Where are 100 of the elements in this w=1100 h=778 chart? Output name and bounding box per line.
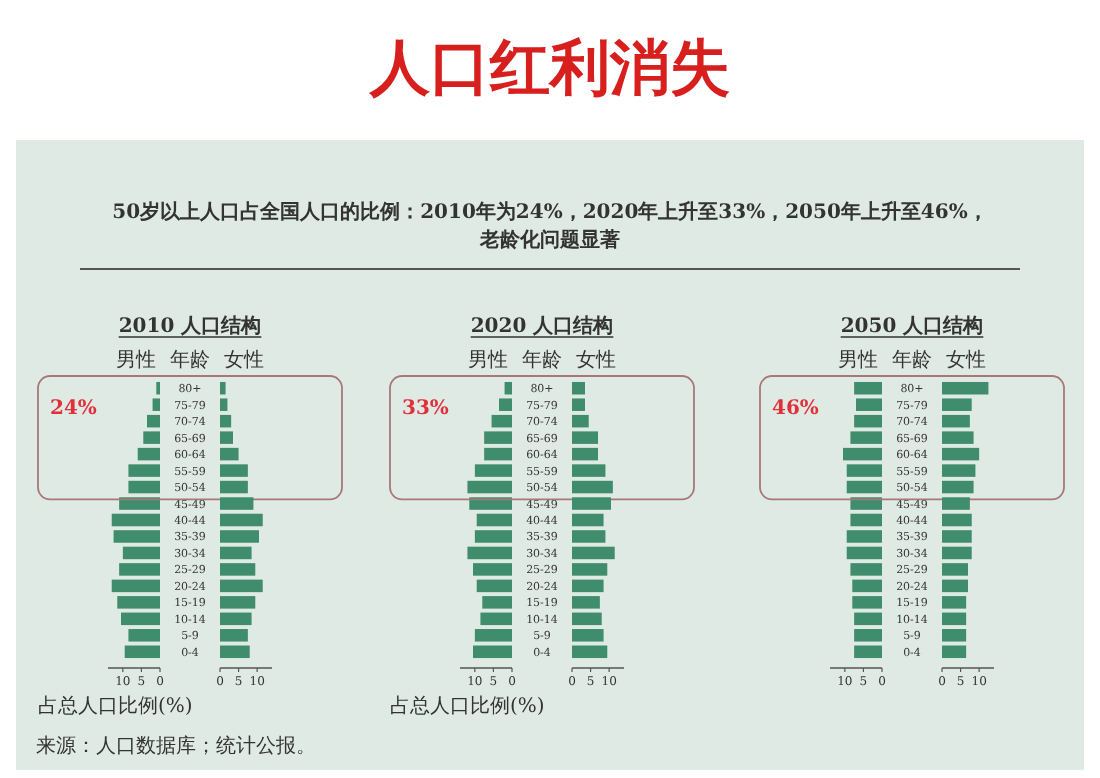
- bar: [572, 414, 589, 428]
- bar: [474, 464, 512, 477]
- bar: [467, 546, 512, 560]
- bar: [572, 480, 613, 494]
- bar: [480, 612, 512, 626]
- bar: [942, 596, 967, 609]
- bar: [152, 398, 160, 411]
- bar: [476, 579, 512, 593]
- bar: [572, 513, 604, 527]
- bar: [846, 480, 882, 494]
- chart-subtitle: 男性: [116, 348, 156, 372]
- bar: [850, 513, 882, 527]
- bar: [220, 629, 248, 642]
- chart-title: 2020 人口结构: [470, 314, 614, 338]
- bar: [942, 612, 967, 626]
- chart-subtitle: 男性: [838, 348, 878, 372]
- y-axis-title: 年龄: [170, 348, 210, 372]
- bar: [124, 645, 160, 659]
- bar: [854, 612, 882, 626]
- bar: [111, 579, 160, 593]
- bar: [117, 596, 160, 609]
- y-axis-title: 年龄: [892, 348, 932, 372]
- bar: [113, 530, 160, 543]
- bar: [128, 629, 160, 642]
- bar: [942, 447, 980, 461]
- bar: [474, 530, 512, 543]
- bar: [128, 464, 160, 477]
- bar: [942, 513, 972, 527]
- text: 50岁以上人口占全国人口的比例：2010年为24%，2020年上升至33%，2050年上升至46%，老龄化问题显著: [110, 200, 990, 256]
- bar: [482, 596, 512, 609]
- bar: [143, 431, 160, 444]
- bar: [484, 447, 512, 461]
- bar: [942, 645, 967, 659]
- y-axis-title: 年龄: [522, 348, 562, 372]
- bar: [484, 431, 512, 444]
- bar: [473, 563, 512, 576]
- bar: [220, 645, 250, 659]
- bar: [220, 596, 256, 609]
- bar: [572, 497, 611, 510]
- bar: [220, 381, 226, 395]
- chart-subtitle: 男性: [468, 348, 508, 372]
- bar: [121, 612, 160, 626]
- bar: [854, 414, 882, 428]
- bar: [128, 480, 160, 494]
- bar: [942, 464, 976, 477]
- bar: [122, 546, 160, 560]
- bar: [942, 563, 968, 576]
- bar: [220, 497, 254, 510]
- chart-subtitle: 女性: [946, 348, 986, 372]
- bar: [220, 480, 248, 494]
- bar: [572, 464, 606, 477]
- bar: [854, 629, 882, 642]
- bar: [852, 579, 882, 593]
- bar: [942, 530, 972, 543]
- text: 46%: [772, 398, 820, 420]
- bar: [572, 431, 598, 444]
- bar: [856, 398, 882, 411]
- chart-subtitle: 女性: [576, 348, 616, 372]
- bar: [220, 414, 232, 428]
- bar: [220, 546, 252, 560]
- text: 人口红利消失: [367, 32, 732, 108]
- text: 33%: [402, 398, 450, 420]
- bar: [572, 629, 604, 642]
- bar: [473, 645, 512, 659]
- bar: [846, 530, 882, 543]
- bar: [572, 596, 600, 609]
- bar: [854, 645, 882, 659]
- bar: [220, 579, 263, 593]
- bar: [942, 546, 972, 560]
- bar: [850, 431, 882, 444]
- bar: [474, 629, 512, 642]
- chart-subtitle: 女性: [224, 348, 264, 372]
- bar: [220, 612, 252, 626]
- bar: [467, 480, 512, 494]
- bar: [119, 563, 160, 576]
- source-note: 来源：人口数据库；统计公报。: [36, 733, 316, 760]
- bar: [491, 414, 512, 428]
- bar: [942, 398, 972, 411]
- x-axis-title: 占总人口比例(%): [390, 694, 545, 718]
- bar: [572, 398, 585, 411]
- bar: [843, 447, 882, 461]
- bar: [850, 563, 882, 576]
- chart-title: 2050 人口结构: [840, 314, 984, 338]
- bar: [572, 563, 608, 576]
- bar: [942, 431, 974, 444]
- bar: [942, 497, 970, 510]
- bar: [504, 381, 512, 395]
- bar: [220, 431, 233, 444]
- bar: [220, 398, 228, 411]
- bar: [854, 381, 882, 395]
- bar: [942, 579, 968, 593]
- bar: [572, 645, 608, 659]
- bar: [846, 546, 882, 560]
- bar: [137, 447, 160, 461]
- bar: [572, 381, 585, 395]
- bar: [572, 579, 604, 593]
- bar: [572, 612, 602, 626]
- bar: [942, 629, 967, 642]
- bar: [147, 414, 160, 428]
- bar: [942, 414, 970, 428]
